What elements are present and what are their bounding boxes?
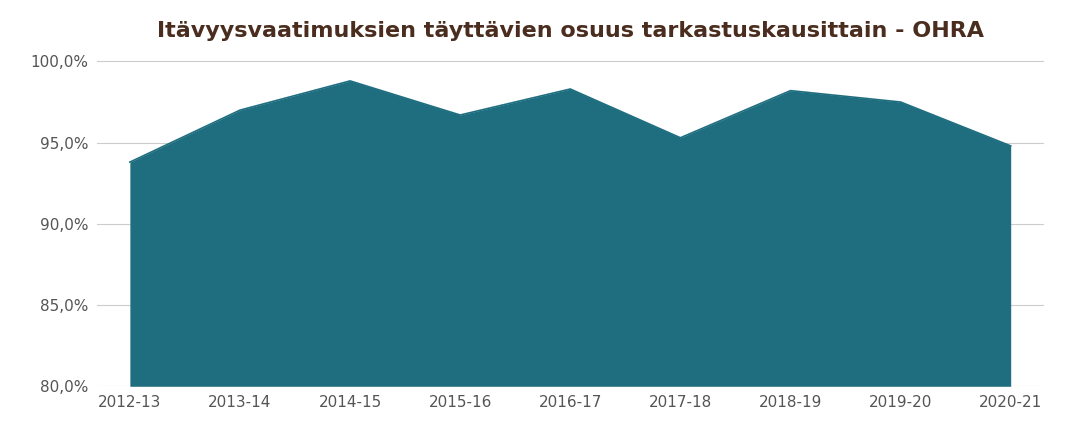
Title: Itävyysvaatimuksien täyttävien osuus tarkastuskausittain - OHRA: Itävyysvaatimuksien täyttävien osuus tar… bbox=[157, 20, 983, 40]
